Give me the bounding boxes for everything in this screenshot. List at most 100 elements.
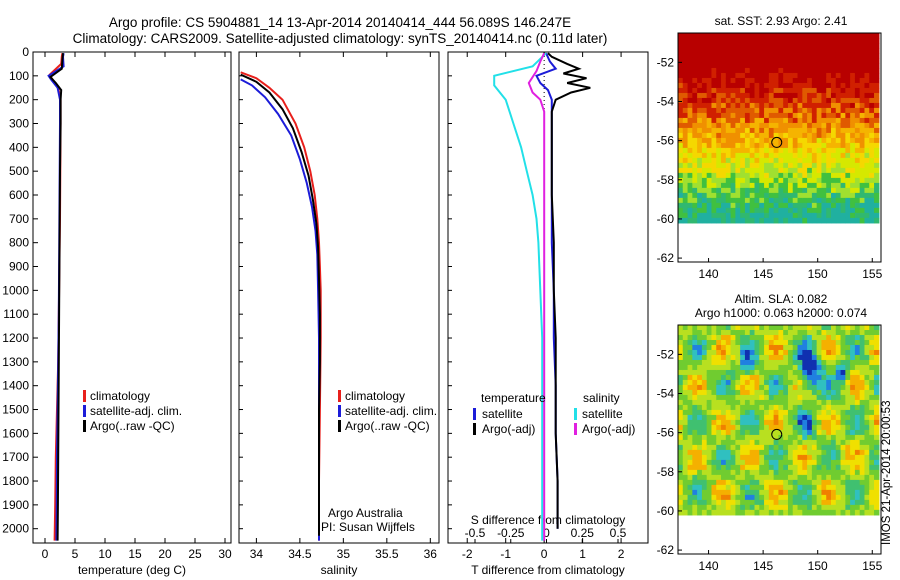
heat-cell: [697, 102, 703, 109]
heat-cell: [678, 72, 684, 79]
heat-cell: [730, 47, 736, 54]
heat-cell: [697, 344, 703, 351]
heat-cell: [792, 474, 799, 481]
heat-cell: [792, 469, 799, 476]
heat-cell: [778, 379, 784, 386]
x-tick-label: 150: [808, 267, 828, 281]
heat-cell: [678, 67, 684, 74]
heat-cell: [749, 147, 756, 154]
heat-cell: [701, 429, 708, 436]
heat-cell: [678, 384, 684, 391]
heat-cell: [744, 484, 751, 491]
heat-cell: [721, 349, 727, 356]
heat-cell: [821, 464, 827, 471]
heat-cell: [787, 394, 794, 401]
heat-cell: [682, 38, 689, 44]
heat-cell: [706, 479, 713, 486]
heat-cell: [744, 489, 751, 496]
heat-cell: [807, 182, 813, 189]
heat-cell: [740, 449, 746, 456]
heat-cell: [721, 499, 727, 506]
heat-cell: [802, 374, 808, 381]
heat-cell: [749, 177, 756, 184]
heat-cell: [802, 182, 808, 189]
heat-cell: [725, 334, 732, 341]
heat-cell: [821, 157, 827, 164]
heat-cell: [768, 344, 775, 351]
map-title: Argo h1000: 0.063 h2000: 0.074: [695, 306, 867, 320]
heat-cell: [864, 399, 870, 406]
heat-cell: [854, 182, 861, 189]
heat-cell: [864, 112, 870, 119]
heat-cell: [850, 137, 856, 144]
heat-cell: [701, 172, 708, 179]
heat-cell: [692, 509, 698, 516]
heat-cell: [697, 72, 703, 79]
heat-cell: [864, 474, 870, 481]
heat-cell: [840, 469, 846, 476]
heat-cell: [778, 147, 784, 154]
heat-cell: [864, 330, 870, 336]
heat-cell: [821, 389, 827, 396]
heat-cell: [797, 449, 803, 456]
heat-cell: [787, 87, 794, 94]
heat-cell: [730, 369, 736, 376]
heat-cell: [701, 147, 708, 154]
heat-cell: [826, 87, 832, 94]
heat-cell: [711, 38, 717, 44]
heat-cell: [831, 67, 837, 74]
heat-cell: [692, 364, 698, 371]
heat-cell: [845, 489, 851, 496]
heat-cell: [773, 112, 780, 119]
heat-cell: [678, 404, 684, 411]
heat-cell: [811, 354, 818, 361]
heat-cell: [730, 117, 736, 124]
map-title: sat. SST: 2.93 Argo: 2.41: [715, 14, 848, 28]
heat-cell: [835, 47, 842, 54]
heat-cell: [811, 182, 818, 189]
heat-cell: [773, 499, 780, 506]
heat-cell: [759, 494, 765, 501]
heat-cell: [678, 177, 684, 184]
heat-cell: [826, 469, 832, 476]
heat-cell: [802, 349, 808, 356]
heat-cell: [783, 33, 789, 39]
heat-cell: [768, 404, 775, 411]
heat-cell: [807, 33, 813, 39]
heat-cell: [721, 82, 727, 89]
heat-cell: [874, 152, 880, 159]
heat-cell: [821, 62, 827, 69]
heat-cell: [874, 344, 880, 351]
heat-cell: [730, 330, 736, 336]
heat-cell: [845, 62, 851, 69]
heat-cell: [840, 429, 846, 436]
heat-cell: [725, 464, 732, 471]
heat-cell: [706, 504, 713, 511]
heat-cell: [773, 142, 780, 149]
heat-cell: [725, 459, 732, 466]
heat-cell: [840, 137, 846, 144]
heat-cell: [711, 429, 717, 436]
heat-cell: [864, 409, 870, 416]
heat-cell: [764, 354, 770, 361]
heat-cell: [721, 494, 727, 501]
heat-cell: [730, 404, 736, 411]
heat-cell: [874, 97, 880, 104]
heat-cell: [850, 42, 856, 49]
heat-cell: [740, 359, 746, 366]
heat-cell: [725, 82, 732, 89]
heat-cell: [835, 112, 842, 119]
heat-cell: [711, 354, 717, 361]
series-line: [240, 73, 321, 536]
heat-cell: [701, 127, 708, 134]
heat-cell: [701, 499, 708, 506]
heat-cell: [835, 177, 842, 184]
heat-cell: [874, 162, 880, 169]
heat-cell: [797, 107, 803, 114]
heat-cell: [850, 499, 856, 506]
heat-cell: [840, 112, 846, 119]
heat-cell: [725, 92, 732, 99]
heat-cell: [787, 172, 794, 179]
heat-cell: [721, 359, 727, 366]
heat-cell: [807, 399, 813, 406]
